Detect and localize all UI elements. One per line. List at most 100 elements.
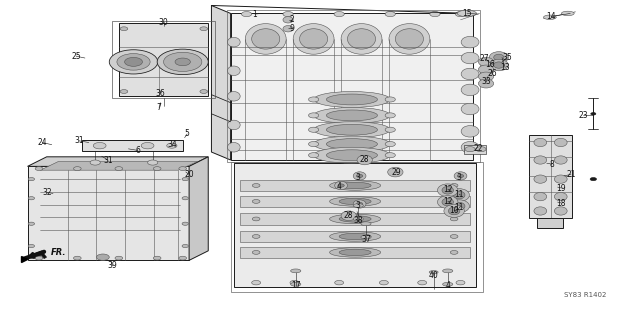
Text: 3: 3 (457, 173, 461, 182)
Ellipse shape (449, 189, 469, 201)
Text: 35: 35 (502, 53, 512, 62)
Circle shape (385, 141, 396, 147)
Ellipse shape (461, 103, 479, 115)
Ellipse shape (543, 15, 556, 20)
Polygon shape (234, 163, 476, 287)
Text: 24: 24 (37, 138, 47, 147)
Ellipse shape (291, 269, 301, 273)
Circle shape (154, 167, 161, 171)
Circle shape (451, 217, 458, 221)
Ellipse shape (429, 270, 438, 274)
Ellipse shape (227, 92, 240, 101)
Text: 21: 21 (566, 170, 576, 179)
Ellipse shape (326, 94, 378, 105)
Ellipse shape (361, 235, 371, 239)
Ellipse shape (458, 10, 476, 17)
Text: 11: 11 (454, 190, 464, 199)
Polygon shape (230, 13, 473, 160)
Circle shape (308, 153, 319, 158)
Polygon shape (28, 166, 189, 260)
Polygon shape (464, 145, 486, 154)
Ellipse shape (335, 181, 348, 190)
Ellipse shape (227, 66, 240, 76)
Ellipse shape (554, 207, 567, 215)
Text: 9: 9 (289, 24, 294, 33)
Text: 36: 36 (156, 89, 165, 98)
Text: 4: 4 (337, 182, 342, 191)
Circle shape (28, 244, 35, 248)
Ellipse shape (353, 172, 366, 180)
Ellipse shape (361, 222, 371, 226)
Text: 7: 7 (157, 103, 161, 112)
Circle shape (109, 50, 158, 74)
Circle shape (141, 142, 154, 149)
Ellipse shape (478, 65, 493, 74)
Bar (230, 162, 483, 292)
Text: 6: 6 (136, 146, 140, 155)
Circle shape (35, 167, 43, 171)
Circle shape (476, 147, 486, 152)
Circle shape (591, 113, 596, 115)
Ellipse shape (293, 24, 334, 54)
Circle shape (308, 127, 319, 132)
Ellipse shape (283, 17, 293, 23)
Ellipse shape (353, 217, 364, 221)
Circle shape (334, 12, 344, 17)
Circle shape (175, 58, 190, 66)
Circle shape (456, 12, 466, 17)
Ellipse shape (444, 204, 465, 217)
Text: 22: 22 (474, 144, 483, 153)
Text: 10: 10 (449, 206, 459, 215)
Ellipse shape (438, 196, 458, 208)
Ellipse shape (461, 141, 479, 153)
Circle shape (430, 12, 440, 17)
Circle shape (28, 178, 35, 181)
Circle shape (356, 202, 363, 205)
Text: 11: 11 (454, 203, 464, 212)
Text: 5: 5 (185, 129, 189, 138)
Ellipse shape (442, 187, 454, 194)
Circle shape (97, 254, 109, 260)
Text: 18: 18 (557, 198, 566, 207)
Bar (240, 180, 470, 191)
Text: 26: 26 (488, 69, 497, 78)
Circle shape (167, 143, 177, 148)
Circle shape (465, 147, 475, 152)
Ellipse shape (227, 120, 240, 130)
Ellipse shape (314, 147, 390, 163)
Ellipse shape (339, 233, 371, 240)
Text: 29: 29 (392, 168, 401, 177)
Ellipse shape (339, 249, 371, 256)
Ellipse shape (245, 24, 286, 54)
Text: 33: 33 (481, 77, 491, 86)
Polygon shape (26, 251, 47, 259)
Ellipse shape (388, 167, 403, 177)
Ellipse shape (493, 62, 504, 68)
Circle shape (200, 90, 207, 93)
Ellipse shape (330, 181, 381, 190)
Ellipse shape (341, 24, 382, 54)
Ellipse shape (449, 200, 469, 212)
Circle shape (28, 222, 35, 225)
Text: 39: 39 (108, 261, 117, 270)
Text: 3: 3 (356, 201, 361, 210)
Circle shape (308, 97, 319, 102)
Text: 1: 1 (253, 10, 257, 19)
Text: 2: 2 (289, 15, 294, 24)
Circle shape (90, 160, 100, 165)
Ellipse shape (534, 207, 547, 215)
Circle shape (451, 251, 458, 254)
Ellipse shape (283, 26, 293, 32)
Bar (227, 10, 479, 162)
Ellipse shape (461, 36, 479, 48)
Ellipse shape (330, 214, 381, 224)
Polygon shape (40, 162, 197, 170)
Circle shape (458, 174, 464, 178)
Text: 23: 23 (579, 111, 588, 120)
Circle shape (335, 280, 344, 285)
Circle shape (154, 256, 161, 260)
Ellipse shape (461, 68, 479, 80)
Ellipse shape (493, 54, 504, 60)
Ellipse shape (326, 139, 378, 149)
Circle shape (252, 217, 260, 221)
